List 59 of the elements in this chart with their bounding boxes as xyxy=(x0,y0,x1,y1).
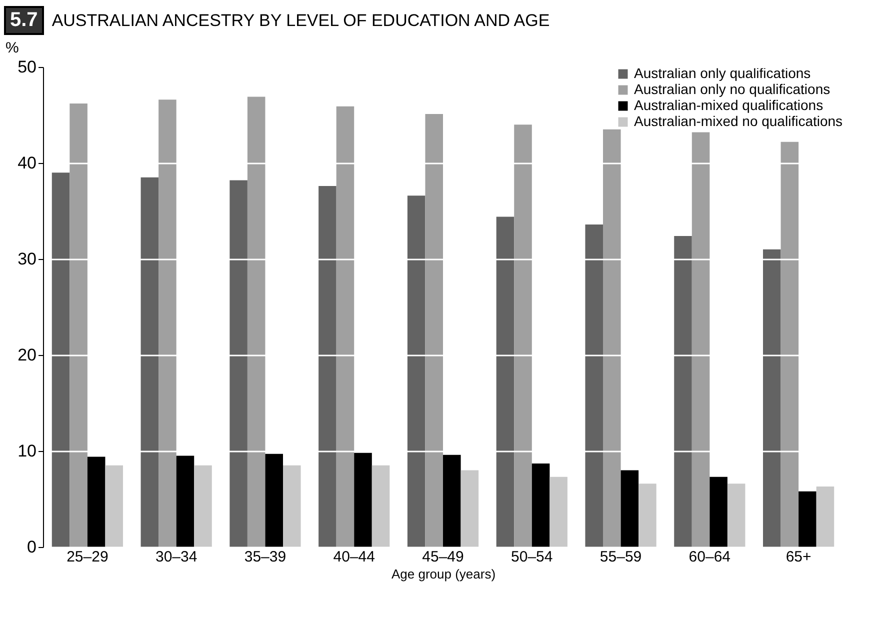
bar xyxy=(692,132,710,547)
bar xyxy=(336,106,354,547)
bar xyxy=(585,224,603,547)
x-tick-label: 40–44 xyxy=(333,548,375,566)
text: 5.7 xyxy=(4,6,44,35)
bar xyxy=(407,196,426,547)
bar xyxy=(372,465,390,547)
bar xyxy=(247,96,266,547)
legend-label: Australian only qualifications xyxy=(634,65,811,81)
bar xyxy=(283,465,301,547)
y-tick-label: 50 xyxy=(18,58,36,76)
y-tick-label: 40 xyxy=(18,154,36,172)
x-tick-label: 50–54 xyxy=(511,548,553,566)
x-tick-label: 35–39 xyxy=(244,548,286,566)
y-tick-label: 0 xyxy=(27,538,36,556)
x-tick-label: 65+ xyxy=(786,548,812,566)
legend-label: Australian-mixed qualifications xyxy=(634,97,824,113)
bar xyxy=(354,452,372,547)
bar xyxy=(318,186,336,547)
bar xyxy=(52,172,70,547)
bar xyxy=(638,484,656,547)
bar xyxy=(620,470,639,547)
bar xyxy=(710,476,728,547)
x-tick-label: 45–49 xyxy=(422,548,464,566)
bar xyxy=(603,129,621,547)
x-tick-label: 60–64 xyxy=(688,548,731,566)
chart-title: AUSTRALIAN ANCESTRY BY LEVEL OF EDUCATION AND AGE xyxy=(52,10,550,30)
bar xyxy=(514,124,532,547)
bar xyxy=(87,456,106,547)
bar xyxy=(674,236,692,547)
bar xyxy=(105,465,123,547)
legend-label: Australian-mixed no qualifications xyxy=(634,113,843,129)
bar xyxy=(550,476,568,547)
bar xyxy=(158,100,176,547)
x-tick-label: 25–29 xyxy=(66,548,108,566)
bar xyxy=(496,216,514,547)
bar xyxy=(816,486,834,547)
bar xyxy=(176,456,194,547)
bar xyxy=(194,465,212,547)
x-tick-label: 30–34 xyxy=(155,548,198,566)
bar xyxy=(763,249,781,547)
bar xyxy=(425,114,443,547)
y-tick-label: 20 xyxy=(18,346,36,364)
x-tick-label: 55–59 xyxy=(600,548,642,566)
y-axis-title: % xyxy=(6,40,19,56)
bar xyxy=(70,103,88,547)
bar xyxy=(230,180,248,547)
y-tick-label: 10 xyxy=(18,442,36,460)
legend-label: Australian only no qualifications xyxy=(634,81,830,97)
bar xyxy=(780,142,799,547)
x-axis-title: Age group (years) xyxy=(391,566,496,582)
bar xyxy=(532,463,550,547)
bar xyxy=(460,470,479,547)
bar xyxy=(798,491,816,547)
bar xyxy=(140,177,159,547)
bar xyxy=(727,484,746,547)
y-tick-label: 30 xyxy=(18,250,36,268)
bar xyxy=(265,454,283,547)
bar xyxy=(443,454,461,547)
